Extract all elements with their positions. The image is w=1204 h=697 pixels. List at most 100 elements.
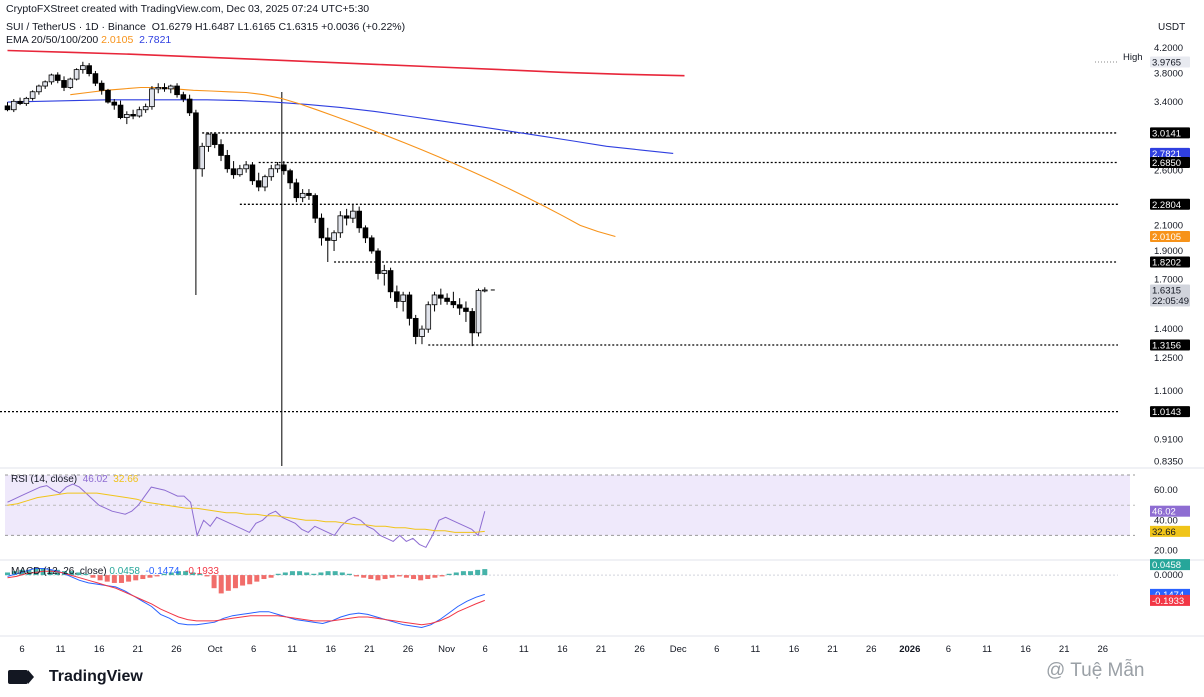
macd-histogram-bar bbox=[161, 573, 167, 576]
rsi-legend[interactable]: RSI (14, close) 46.02 32.66 bbox=[11, 474, 138, 485]
brand-name: TradingView bbox=[48, 668, 143, 685]
macd-histogram-bar bbox=[411, 575, 417, 580]
candle-body bbox=[337, 215, 344, 234]
candle-body bbox=[10, 100, 17, 111]
macd-histogram-bar bbox=[425, 575, 431, 580]
macd-histogram-bar bbox=[361, 575, 367, 578]
countdown-label: 22:05:49 bbox=[1152, 296, 1189, 307]
candle-body bbox=[274, 164, 281, 170]
x-axis-tick: 26 bbox=[403, 644, 414, 655]
high-tag: High bbox=[1123, 52, 1143, 63]
price-label: 1.6315 bbox=[1152, 285, 1181, 296]
price-tick: 4.2000 bbox=[1154, 43, 1183, 54]
candle-body bbox=[17, 100, 23, 104]
macd-histogram-bar bbox=[12, 571, 18, 576]
macd-histogram-bar bbox=[76, 572, 82, 576]
price-tick: 2.6000 bbox=[1154, 166, 1183, 177]
candle-body bbox=[199, 145, 205, 170]
candle-body bbox=[167, 85, 174, 90]
ema-label: EMA 20/50/100/200 bbox=[6, 34, 99, 46]
rsi-tick: 20.00 bbox=[1154, 545, 1178, 556]
price-label: 2.2804 bbox=[1152, 200, 1181, 211]
x-axis-tick: 2026 bbox=[899, 644, 920, 655]
candle-body bbox=[299, 192, 306, 199]
macd-histogram-bar bbox=[140, 575, 146, 580]
macd-histogram-bar bbox=[396, 575, 402, 577]
candle-body bbox=[318, 217, 325, 239]
candle-body bbox=[117, 104, 124, 119]
macd-legend[interactable]: MACD (12, 26, close) 0.0458 -0.1474 -0.1… bbox=[11, 566, 219, 577]
ema100-value: 2.7821 bbox=[139, 34, 172, 46]
ema50-line bbox=[70, 86, 616, 238]
macd-histogram-bar bbox=[126, 575, 132, 582]
tradingview-brand[interactable]: TradingView bbox=[8, 668, 143, 686]
symbol-title[interactable]: SUI / TetherUS · 1D · Binance bbox=[6, 21, 146, 33]
candle-body bbox=[67, 78, 74, 88]
candle-body bbox=[111, 101, 118, 106]
candle-body bbox=[124, 114, 130, 119]
signal-line bbox=[7, 570, 485, 626]
price-tick: 0.8350 bbox=[1154, 456, 1183, 467]
candle-body bbox=[331, 232, 337, 241]
x-axis-tick: 21 bbox=[596, 644, 607, 655]
currency-label: USDT bbox=[1158, 22, 1186, 33]
x-axis-tick: 11 bbox=[750, 644, 760, 655]
price-tick: 1.2500 bbox=[1154, 353, 1183, 364]
macd-histogram-bar bbox=[69, 571, 75, 576]
macd-histogram-bar bbox=[282, 572, 288, 576]
price-label-box bbox=[1150, 284, 1190, 307]
macd-histogram-bar bbox=[375, 575, 381, 581]
candle-body bbox=[412, 317, 419, 337]
candle-body bbox=[155, 87, 162, 90]
price-label: 2.0105 bbox=[1152, 232, 1181, 243]
price-label: 2.6850 bbox=[1152, 158, 1181, 169]
candle-body bbox=[224, 155, 231, 170]
candle-body bbox=[142, 106, 149, 111]
candle-body bbox=[324, 237, 331, 241]
candle-body bbox=[174, 85, 180, 96]
macd-histogram-bar bbox=[47, 569, 53, 576]
candle-body bbox=[456, 304, 463, 309]
x-axis-tick: 11 bbox=[982, 644, 992, 655]
x-axis-tick: 16 bbox=[789, 644, 800, 655]
price-tick: 3.8000 bbox=[1154, 69, 1183, 80]
price-label: 3.9765 bbox=[1152, 58, 1181, 69]
x-axis-tick: 26 bbox=[171, 644, 182, 655]
candle-body bbox=[387, 270, 394, 293]
candle-body bbox=[438, 294, 444, 299]
macd-histogram-bar bbox=[368, 575, 374, 580]
candle-body bbox=[130, 114, 136, 117]
price-tick: 2.1000 bbox=[1154, 220, 1183, 231]
macd-histogram-bar bbox=[111, 575, 117, 583]
candle-body bbox=[481, 289, 488, 292]
candle-body bbox=[23, 97, 30, 104]
rsi-ma-value-label: 32.66 bbox=[1152, 527, 1176, 538]
candle-body bbox=[406, 294, 413, 319]
macd-histogram-bar bbox=[147, 575, 153, 578]
candle-body bbox=[368, 237, 375, 252]
x-axis-tick: 21 bbox=[827, 644, 838, 655]
x-axis-tick: 21 bbox=[133, 644, 144, 655]
macd-histogram-bar bbox=[118, 575, 124, 583]
candle-body bbox=[255, 180, 262, 188]
macd-histogram-bar bbox=[446, 573, 452, 576]
candle-body bbox=[243, 164, 249, 170]
macd-histogram-bar bbox=[225, 575, 231, 591]
macd-histogram-bar bbox=[261, 575, 267, 580]
macd-histogram-bar bbox=[453, 572, 459, 576]
macd-histogram-bar bbox=[439, 575, 445, 577]
price-label-box bbox=[1150, 339, 1190, 351]
rsi-value-label: 46.02 bbox=[1152, 507, 1176, 518]
candle-body bbox=[293, 182, 300, 199]
ohlc-change: +0.0036 (+0.22%) bbox=[321, 21, 406, 33]
candle-body bbox=[375, 250, 381, 274]
macd-hist-box bbox=[1150, 559, 1190, 571]
macd-histogram-bar bbox=[346, 573, 352, 576]
rsi-tick: 60.00 bbox=[1154, 485, 1178, 496]
macd-legend-value: -0.1474 bbox=[145, 566, 180, 577]
candle-body bbox=[161, 87, 168, 90]
macd-histogram-bar bbox=[218, 575, 224, 594]
x-axis-tick: 6 bbox=[251, 644, 256, 655]
ema-legend[interactable]: EMA 20/50/100/200 2.0105 2.7821 bbox=[6, 34, 171, 46]
candle-body bbox=[4, 105, 11, 111]
